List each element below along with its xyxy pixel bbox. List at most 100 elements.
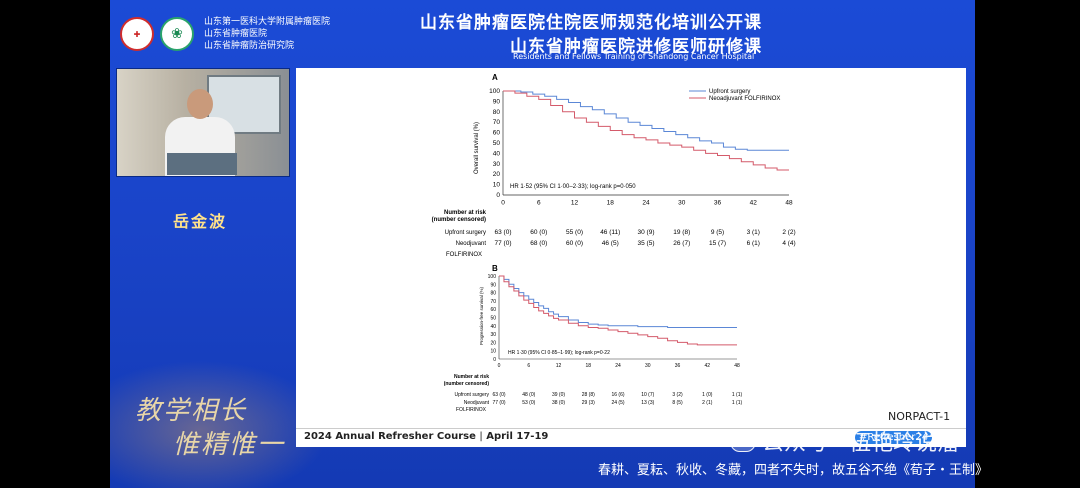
panel-a-label: A [492,73,498,82]
a-risk-upfront-cell: 63 (0) [495,229,512,236]
b-risk-upfront-cell: 1 (0) [702,392,713,398]
a-risk-upfront-cell: 2 (2) [782,229,795,236]
risk-row-label-upfront-a: Upfront surgery [445,230,486,236]
panel-b-upfront-curve [499,275,737,328]
a-ytick-label: 30 [493,161,501,168]
panel-a-neo-curve [503,90,789,171]
a-risk-upfront-cell: 3 (1) [747,229,760,236]
a-ytick-label: 70 [493,119,501,126]
b-risk-neo-cell: 53 (0) [522,400,535,406]
a-risk-neo-cell: 35 (5) [638,240,655,247]
risk-row-label-upfront-b: Upfront surgery [455,392,490,398]
course-title-1: 山东省肿瘤医院住院医师规范化培训公开课 [420,13,762,33]
wechat-watermark: 公众号 · 伍艳玲说瘤 [730,428,959,456]
risk-title-b-1: Number at risk [454,374,489,380]
risk-row-label-neo-a-1: Neodjuvant [456,241,487,247]
a-risk-neo-cell: 15 (7) [709,240,726,247]
a-xtick-label: 30 [678,200,686,207]
a-xtick-label: 36 [714,200,722,207]
a-xtick-label: 0 [501,200,505,207]
a-risk-upfront-cell: 46 (11) [600,229,620,236]
wechat-icon [730,430,756,452]
b-xtick-label: 0 [498,363,501,369]
course-footer-text: 2024 Annual Refresher Course | April 17-… [304,431,548,442]
panel-b-label: B [492,264,498,273]
a-ytick-label: 80 [493,109,501,116]
a-ytick-label: 100 [489,88,500,95]
risk-title-a-2: (number censored) [432,217,486,223]
hospital-logo-icon: ❀ [160,17,194,51]
laptop [167,153,237,175]
b-xtick-label: 18 [585,363,591,369]
university-logo-icon: ✚ [120,17,154,51]
b-risk-neo-cell: 29 (3) [582,400,595,406]
b-xtick-label: 42 [704,363,710,369]
b-risk-upfront-cell: 28 (8) [582,392,595,398]
b-risk-upfront-cell: 10 (7) [641,392,654,398]
b-xtick-label: 36 [675,363,681,369]
panel-b-x-ticks: 0 6 12 18 24 30 36 42 48 [498,363,740,369]
institution-name-1: 山东第一医科大学附属肿瘤医院 [204,17,331,27]
b-risk-neo-cell: 38 (0) [552,400,565,406]
b-xtick-label: 12 [556,363,562,369]
speaker-name: 岳金波 [173,212,228,231]
b-ytick-label: 30 [490,332,496,338]
calligraphy-line-1: 教学相长 [135,396,248,426]
panel-b-ylabel: Progression-free survival (%) [479,286,484,345]
risk-title-b-2: (number censored) [444,381,490,387]
course-subtitle-en: Residents and Fellows Training of Shando… [513,52,755,61]
course-footer: 2024 Annual Refresher Course | April 17-… [296,428,966,447]
a-xtick-label: 12 [571,200,579,207]
b-ytick-label: 90 [490,282,496,288]
b-ytick-label: 60 [490,307,496,313]
a-risk-upfront-cell: 9 (5) [711,229,724,236]
b-risk-neo-cell: 13 (3) [641,400,654,406]
b-risk-neo-cell: 1 (1) [732,400,743,406]
watermark-text: 公众号 · 伍艳玲说瘤 [762,431,959,456]
speaker-video [116,68,290,177]
panel-b-hr-text: HR 1·30 (95% CI 0·85–1·99); log-rank p=0… [508,350,610,356]
b-risk-neo-cell: 77 (0) [492,400,505,406]
km-curves-figure: A Overall survival (%) 10090807060504030… [432,73,796,413]
course-name: 2024 Annual Refresher Course [304,431,476,442]
hashtag-badge: #Refresher24 [855,431,933,444]
b-risk-upfront-cell: 39 (0) [552,392,565,398]
b-risk-upfront-cell: 1 (1) [732,392,743,398]
a-risk-upfront-cell: 60 (0) [530,229,547,236]
a-risk-upfront-cell: 19 (8) [673,229,690,236]
course-dates: April 17-19 [486,431,549,442]
a-risk-neo-cell: 60 (0) [566,240,583,247]
a-risk-upfront-cell: 30 (9) [638,229,655,236]
b-ytick-label: 100 [488,274,497,280]
b-risk-upfront-cell: 63 (0) [492,392,505,398]
calligraphy-line-2: 惟精惟一 [173,430,286,460]
b-ytick-label: 80 [490,291,496,297]
calligraphy-slogan: 教学相长 惟精惟一 [125,390,285,470]
b-risk-upfront-cell: 48 (0) [522,392,535,398]
a-ytick-label: 50 [493,140,501,147]
b-ytick-label: 40 [490,324,496,330]
panel-a-x-ticks: 0 6 12 18 24 30 36 42 48 [501,200,793,207]
institution-logos: ✚ ❀ 山东第一医科大学附属肿瘤医院 山东省肿瘤医院 山东省肿瘤防治研究院 [120,16,330,52]
panel-a-upfront-curve [503,90,789,151]
background-glow [110,360,330,488]
b-ytick-label: 10 [490,349,496,355]
risk-row-label-neo-b-1: Neodjuvant [464,400,490,406]
b-xtick-label: 30 [645,363,651,369]
panel-b-risk-table: 63 (0) 77 (0) 48 (0) 53 (0) 39 (0) 38 (0) 28 (… [492,392,742,406]
speaker-head [187,89,213,119]
b-ytick-label: 0 [493,357,496,363]
b-xtick-label: 6 [527,363,530,369]
quote-caption: 春耕、夏耘、秋收、冬藏，四者不失时，故五谷不绝《荀子・王制》 [598,463,989,478]
a-ytick-label: 40 [493,150,501,157]
a-ytick-label: 0 [496,192,500,199]
a-risk-neo-cell: 68 (0) [530,240,547,247]
a-ytick-label: 90 [493,98,501,105]
a-risk-neo-cell: 77 (0) [495,240,512,247]
a-ytick-label: 60 [493,130,501,137]
risk-title-a-1: Number at risk [444,210,487,216]
b-xtick-label: 24 [615,363,621,369]
